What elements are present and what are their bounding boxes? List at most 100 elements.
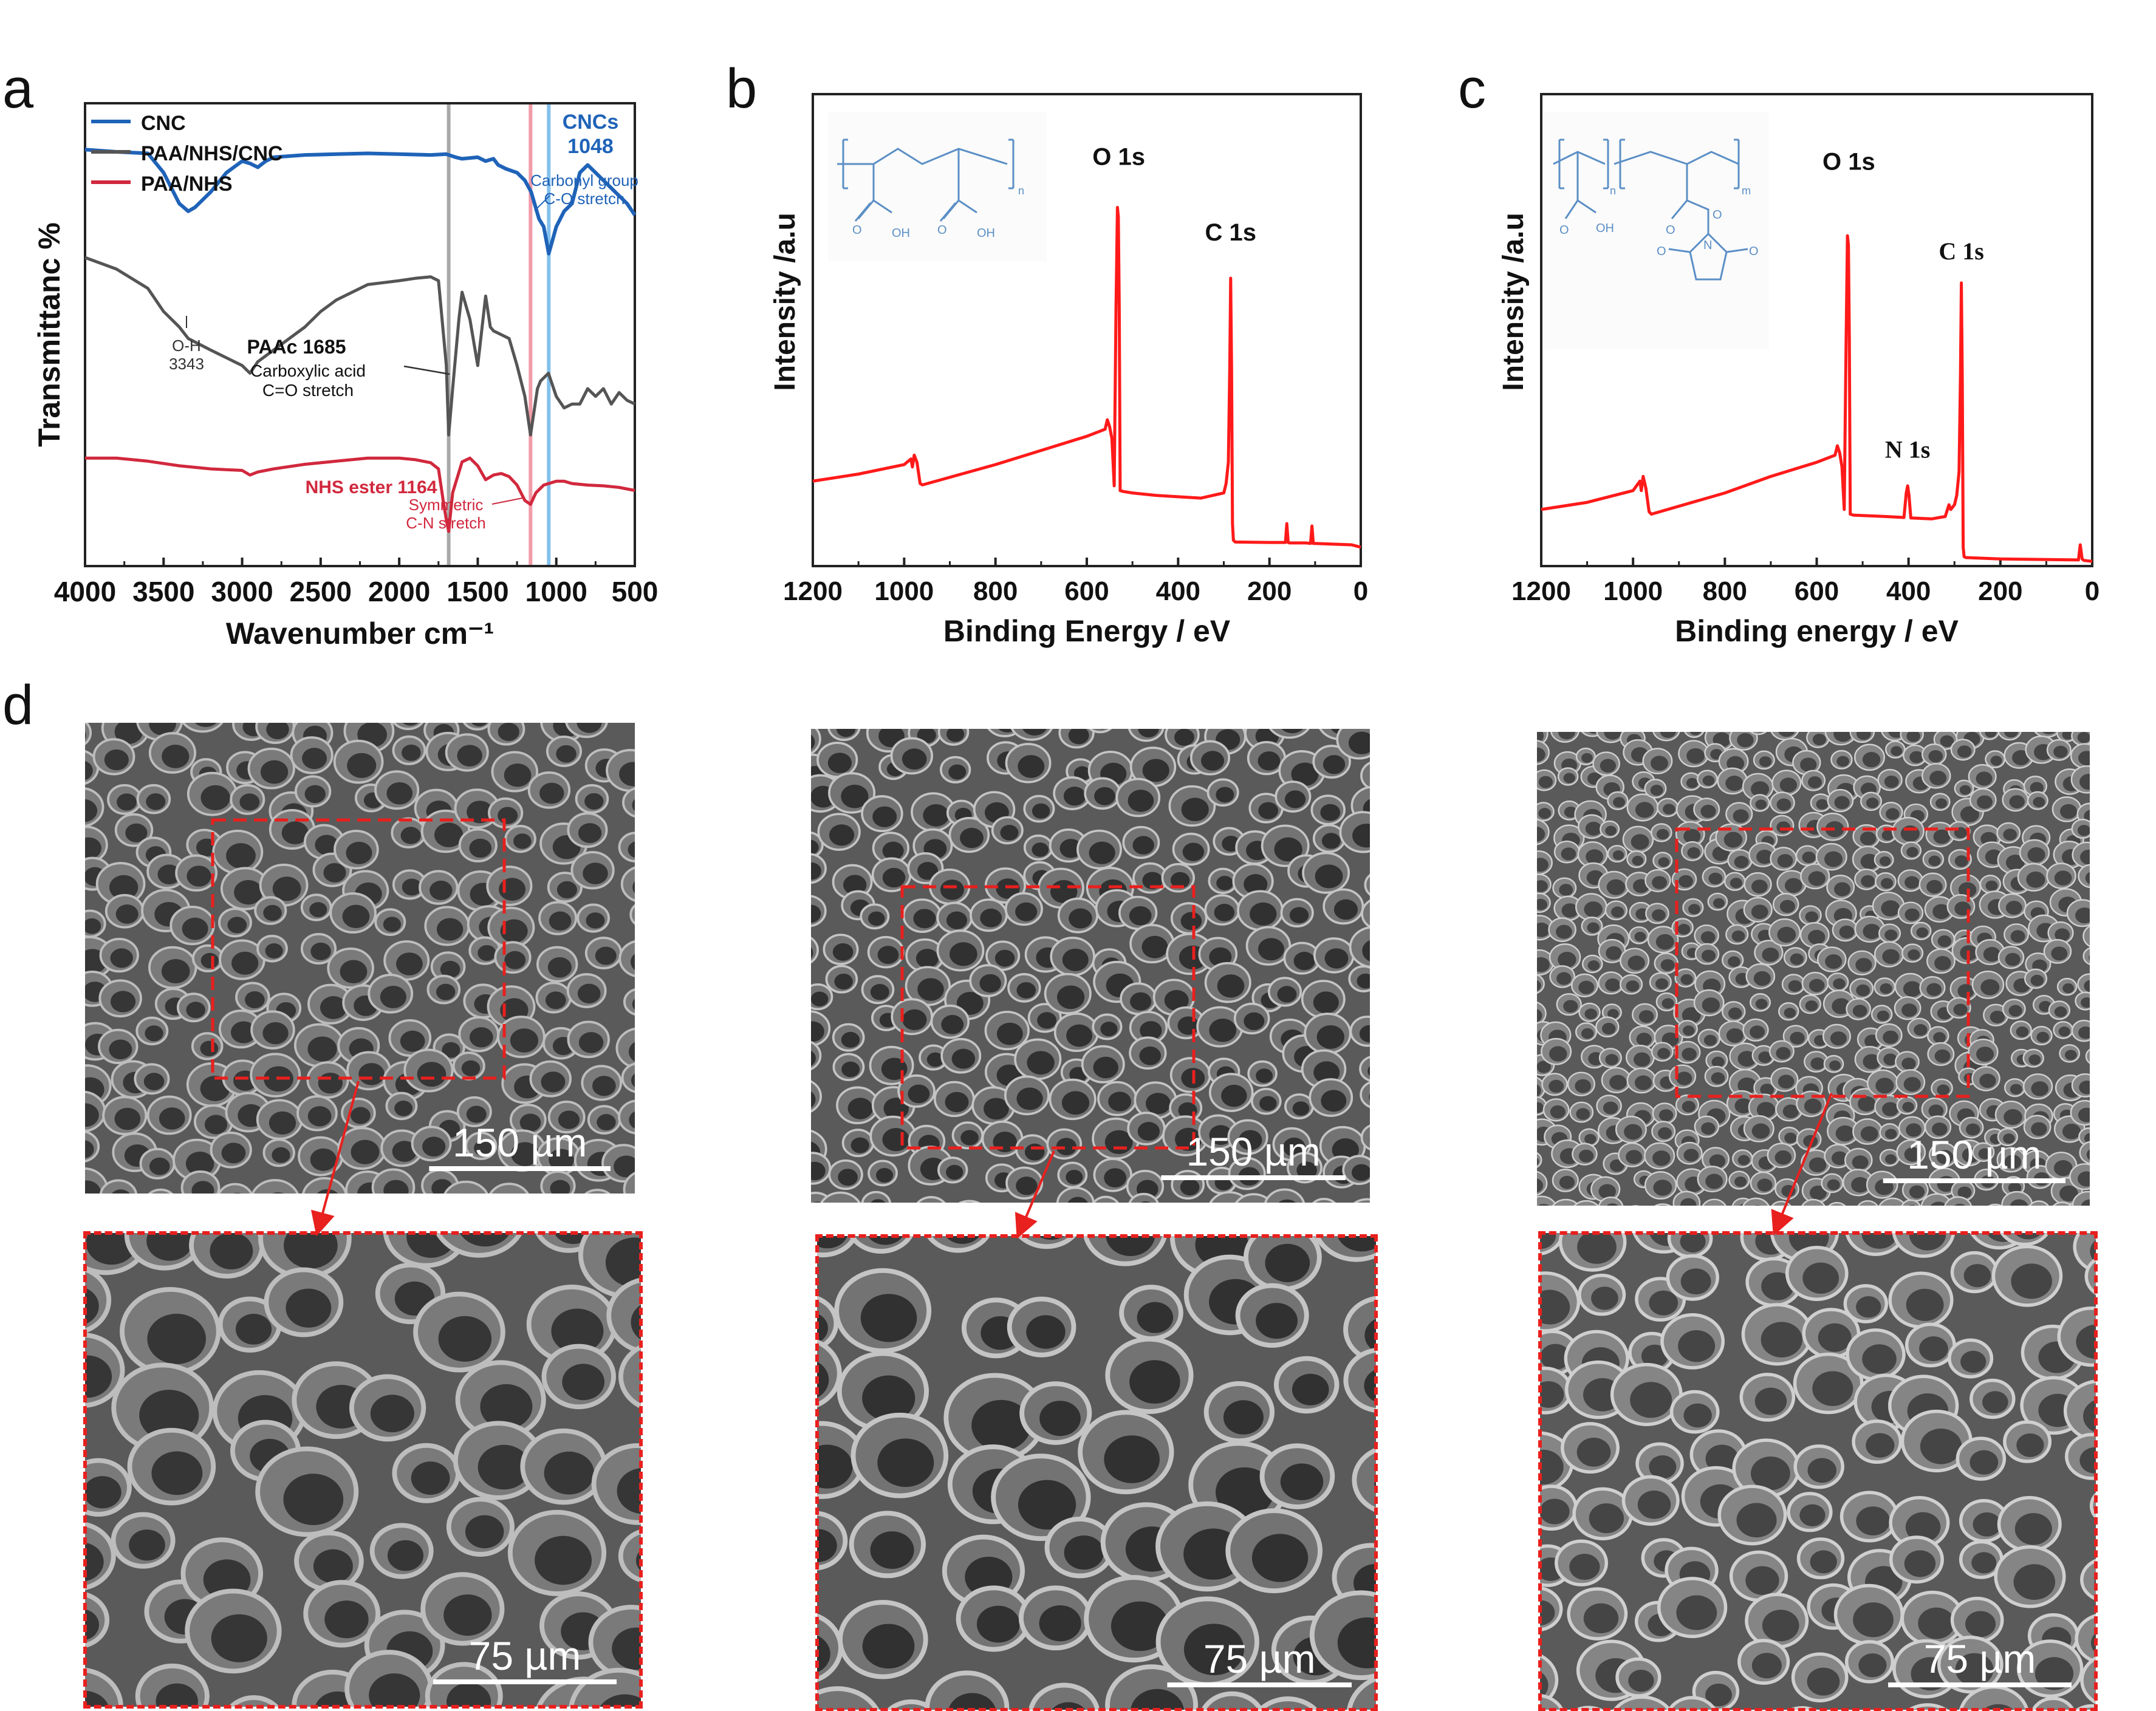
pore: [85, 760, 93, 780]
atom-label: OH: [977, 227, 995, 240]
pore: [1537, 1084, 1541, 1097]
pore: [551, 1308, 604, 1354]
pore: [2090, 1240, 2096, 1263]
pore: [1976, 771, 1993, 786]
pore: [309, 902, 327, 918]
pore-wall: [1353, 1198, 1370, 1203]
pore: [2012, 750, 2030, 765]
pore: [1833, 882, 1851, 896]
pore: [583, 862, 608, 884]
pore: [1540, 1600, 1555, 1625]
pore: [1018, 1480, 1076, 1530]
pore: [578, 823, 602, 844]
pore-wall: [1200, 1691, 1264, 1710]
pore: [1784, 878, 1802, 893]
pore: [1537, 1178, 1544, 1193]
pore: [1130, 992, 1152, 1011]
pore: [1727, 756, 1745, 771]
pore: [1957, 984, 1974, 999]
pore: [1073, 766, 1091, 781]
atom-label: O: [852, 224, 862, 237]
scale-bar: [1161, 1175, 1346, 1180]
pore: [811, 991, 829, 1006]
pore: [2026, 871, 2045, 888]
pore: [1737, 1077, 1757, 1094]
pore: [1761, 1322, 1802, 1358]
pore: [1932, 1122, 1948, 1136]
atom-label: N: [1703, 239, 1712, 252]
pore: [457, 745, 482, 767]
pore-wall: [1360, 1124, 1370, 1150]
pore: [1100, 1022, 1118, 1037]
pore-wall: [916, 1196, 946, 1203]
pore: [1860, 1126, 1878, 1142]
pore-wall: [820, 1191, 861, 1203]
pore: [1933, 829, 1951, 844]
pore: [1734, 1098, 1753, 1114]
pore: [2030, 974, 2044, 986]
pore: [1038, 1236, 1064, 1240]
pore: [1835, 1125, 1855, 1142]
pore: [1810, 1057, 1825, 1070]
pore: [913, 909, 936, 929]
pore: [1963, 1264, 1991, 1288]
pore: [635, 1549, 641, 1571]
carboxyl-group: [1564, 152, 1596, 219]
pore: [351, 1139, 380, 1164]
series-line-paa-nhs: [85, 456, 635, 533]
pore: [2013, 1564, 2056, 1600]
pore: [1705, 1683, 1733, 1707]
pore: [1725, 776, 1744, 791]
succinimide-ring: [1668, 232, 1748, 281]
pore: [1591, 1286, 1618, 1310]
pore: [304, 785, 326, 804]
pore: [1929, 770, 1947, 785]
x-tick-label: 400: [1156, 576, 1200, 606]
pore: [1751, 904, 1768, 920]
pore: [1851, 1177, 1869, 1193]
pore: [400, 827, 421, 844]
pore: [1884, 929, 1898, 941]
pore: [1935, 798, 1948, 808]
pore-wall: [85, 723, 92, 745]
pore: [1703, 1034, 1717, 1046]
legend-label: PAA/NHS: [141, 172, 233, 196]
pore: [1128, 790, 1154, 812]
pore: [1879, 856, 1891, 866]
pore-wall: [958, 1200, 980, 1203]
pore: [1908, 949, 1920, 960]
pore: [838, 1169, 858, 1186]
pore: [1216, 787, 1234, 803]
pore: [1761, 1272, 1795, 1300]
pore: [386, 782, 413, 805]
pore: [346, 841, 372, 864]
pore: [1258, 751, 1281, 771]
pore: [951, 1048, 976, 1069]
peak-label: O 1s: [1092, 144, 1145, 171]
pore: [1214, 903, 1235, 921]
x-tick-label: 1500: [447, 576, 508, 607]
pore: [1324, 948, 1349, 969]
x-tick-label: 1000: [1603, 576, 1663, 606]
annotation-text: PAAc 1685: [247, 336, 346, 358]
subscript-label: n: [1610, 185, 1616, 197]
pore: [1626, 980, 1640, 992]
pore: [434, 822, 464, 847]
pore: [1067, 1197, 1088, 1203]
pore: [272, 876, 301, 901]
pore: [2078, 1026, 2090, 1039]
pore: [1808, 929, 1826, 945]
sem-image-magnified: 75 µm: [815, 1234, 1378, 1711]
pore: [1708, 872, 1723, 885]
pore: [159, 1107, 185, 1130]
pore: [186, 1002, 205, 1019]
pore-wall: [1742, 1197, 1770, 1206]
pore: [1800, 757, 1817, 772]
pore: [1129, 1360, 1180, 1404]
pore: [1751, 879, 1768, 894]
pore: [511, 1142, 539, 1166]
pore: [1737, 1051, 1756, 1067]
pore: [1852, 1005, 1867, 1017]
pore: [438, 1316, 492, 1362]
pore: [112, 1189, 130, 1194]
